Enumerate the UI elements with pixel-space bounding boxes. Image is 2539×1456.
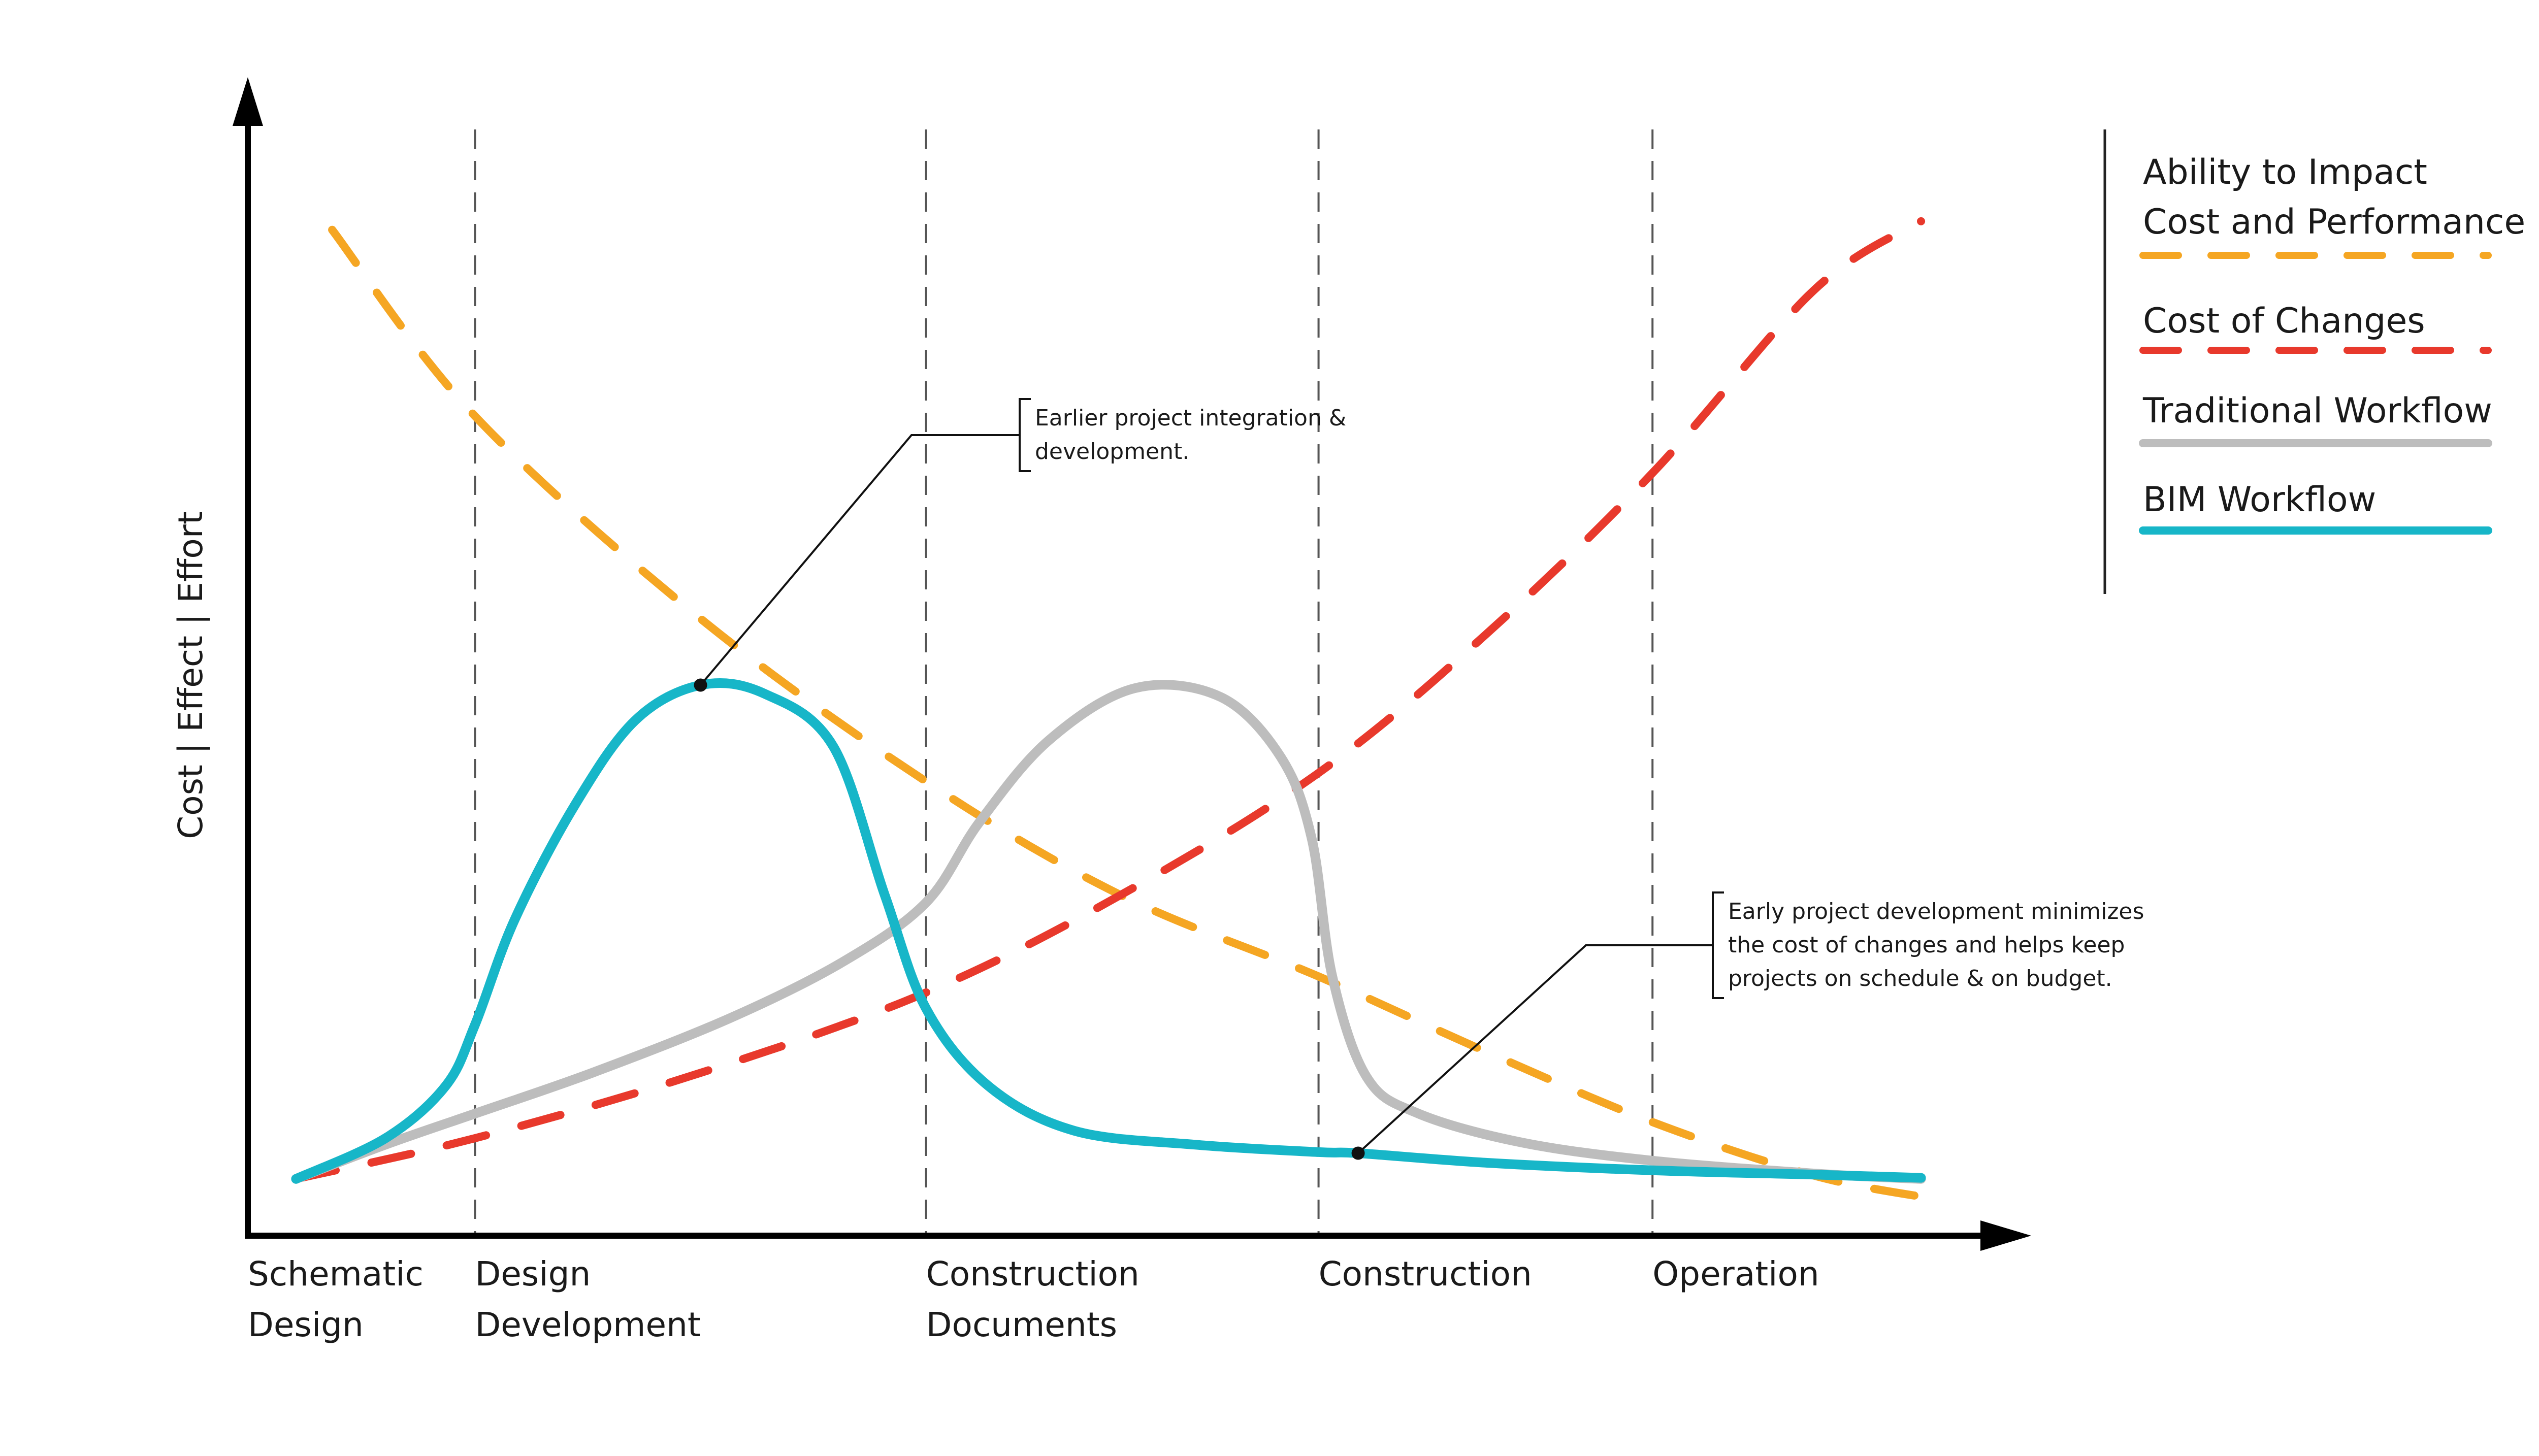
phase-label-line: Operation	[1652, 1254, 1819, 1294]
annotations: Earlier project integration & development…	[694, 398, 2144, 1160]
annotation-point	[694, 678, 707, 692]
legend-label: Ability to Impact Cost and Performance	[2143, 152, 2525, 242]
annotation-bracket	[1712, 891, 1724, 999]
phase-dividers	[474, 129, 1654, 1236]
legend-label: BIM Workflow	[2143, 480, 2376, 520]
annotation-leader	[700, 434, 1020, 686]
phase-label-line: Construction	[1319, 1254, 1532, 1294]
phase-labels: Schematic Design Design Development Construc…	[248, 1254, 1819, 1344]
legend-label-line: Ability to Impact	[2143, 152, 2427, 192]
legend-label-line: Cost of Changes	[2143, 301, 2425, 341]
series-line-cost-of-changes	[291, 217, 1926, 1183]
x-axis-arrowhead	[1980, 1220, 2031, 1251]
series-line-ability-to-impact-cost-and-performance	[328, 225, 1941, 1204]
axes	[233, 77, 2031, 1251]
annotation-text-line: Early project development minimizes	[1728, 899, 2144, 924]
phase-label-line: Documents	[926, 1305, 1117, 1344]
legend-item-traditional-workflow: Traditional Workflow	[2139, 391, 2492, 447]
annotation-leader	[1357, 944, 1713, 1154]
phase-label-construction: Construction	[1319, 1254, 1532, 1294]
annotation-text: Early project development minimizes the c…	[1728, 899, 2144, 991]
phase-label-schematic-design: Schematic Design	[248, 1254, 424, 1344]
annotation-point	[1351, 1146, 1365, 1160]
legend-label-line: Cost and Performance	[2143, 202, 2525, 242]
legend-item-cost-of-changes: Cost of Changes	[2139, 301, 2492, 354]
phase-label-operation: Operation	[1652, 1254, 1819, 1294]
legend-item-ability-to-impact-cost-and-performance: Ability to Impact Cost and Performance	[2139, 152, 2525, 259]
legend-label-line: BIM Workflow	[2143, 480, 2376, 520]
series-layer	[291, 217, 1941, 1204]
legend: Ability to Impact Cost and Performance Cos…	[2103, 129, 2525, 594]
y-axis-arrowhead	[233, 77, 263, 126]
series-line-traditional-workflow	[291, 680, 1926, 1184]
annotation-text-line: projects on schedule & on budget.	[1728, 966, 2112, 991]
legend-item-bim-workflow: BIM Workflow	[2139, 480, 2492, 535]
annotation-text-line: the cost of changes and helps keep	[1728, 932, 2125, 958]
legend-label-line: Traditional Workflow	[2142, 391, 2492, 431]
legend-label: Cost of Changes	[2143, 301, 2425, 341]
y-axis-label: Cost | Effect | Effort	[171, 511, 210, 839]
annotation-2: Early project development minimizes the c…	[1351, 891, 2144, 1160]
phase-label-construction-documents: Construction Documents	[926, 1254, 1140, 1344]
annotation-text: Earlier project integration & development…	[1035, 405, 1346, 465]
phase-label-line: Schematic	[248, 1254, 424, 1294]
phase-label-design-development: Design Development	[475, 1254, 700, 1344]
phase-label-line: Design	[248, 1305, 364, 1344]
legend-label: Traditional Workflow	[2142, 391, 2492, 431]
phase-label-line: Construction	[926, 1254, 1140, 1294]
annotation-1: Earlier project integration & development…	[694, 398, 1346, 692]
annotation-text-line: Earlier project integration &	[1035, 405, 1346, 431]
annotation-text-line: development.	[1035, 439, 1189, 465]
annotation-bracket	[1019, 398, 1031, 472]
phase-label-line: Development	[475, 1305, 700, 1344]
series-line-bim-workflow	[291, 678, 1926, 1184]
phase-label-line: Design	[475, 1254, 591, 1294]
